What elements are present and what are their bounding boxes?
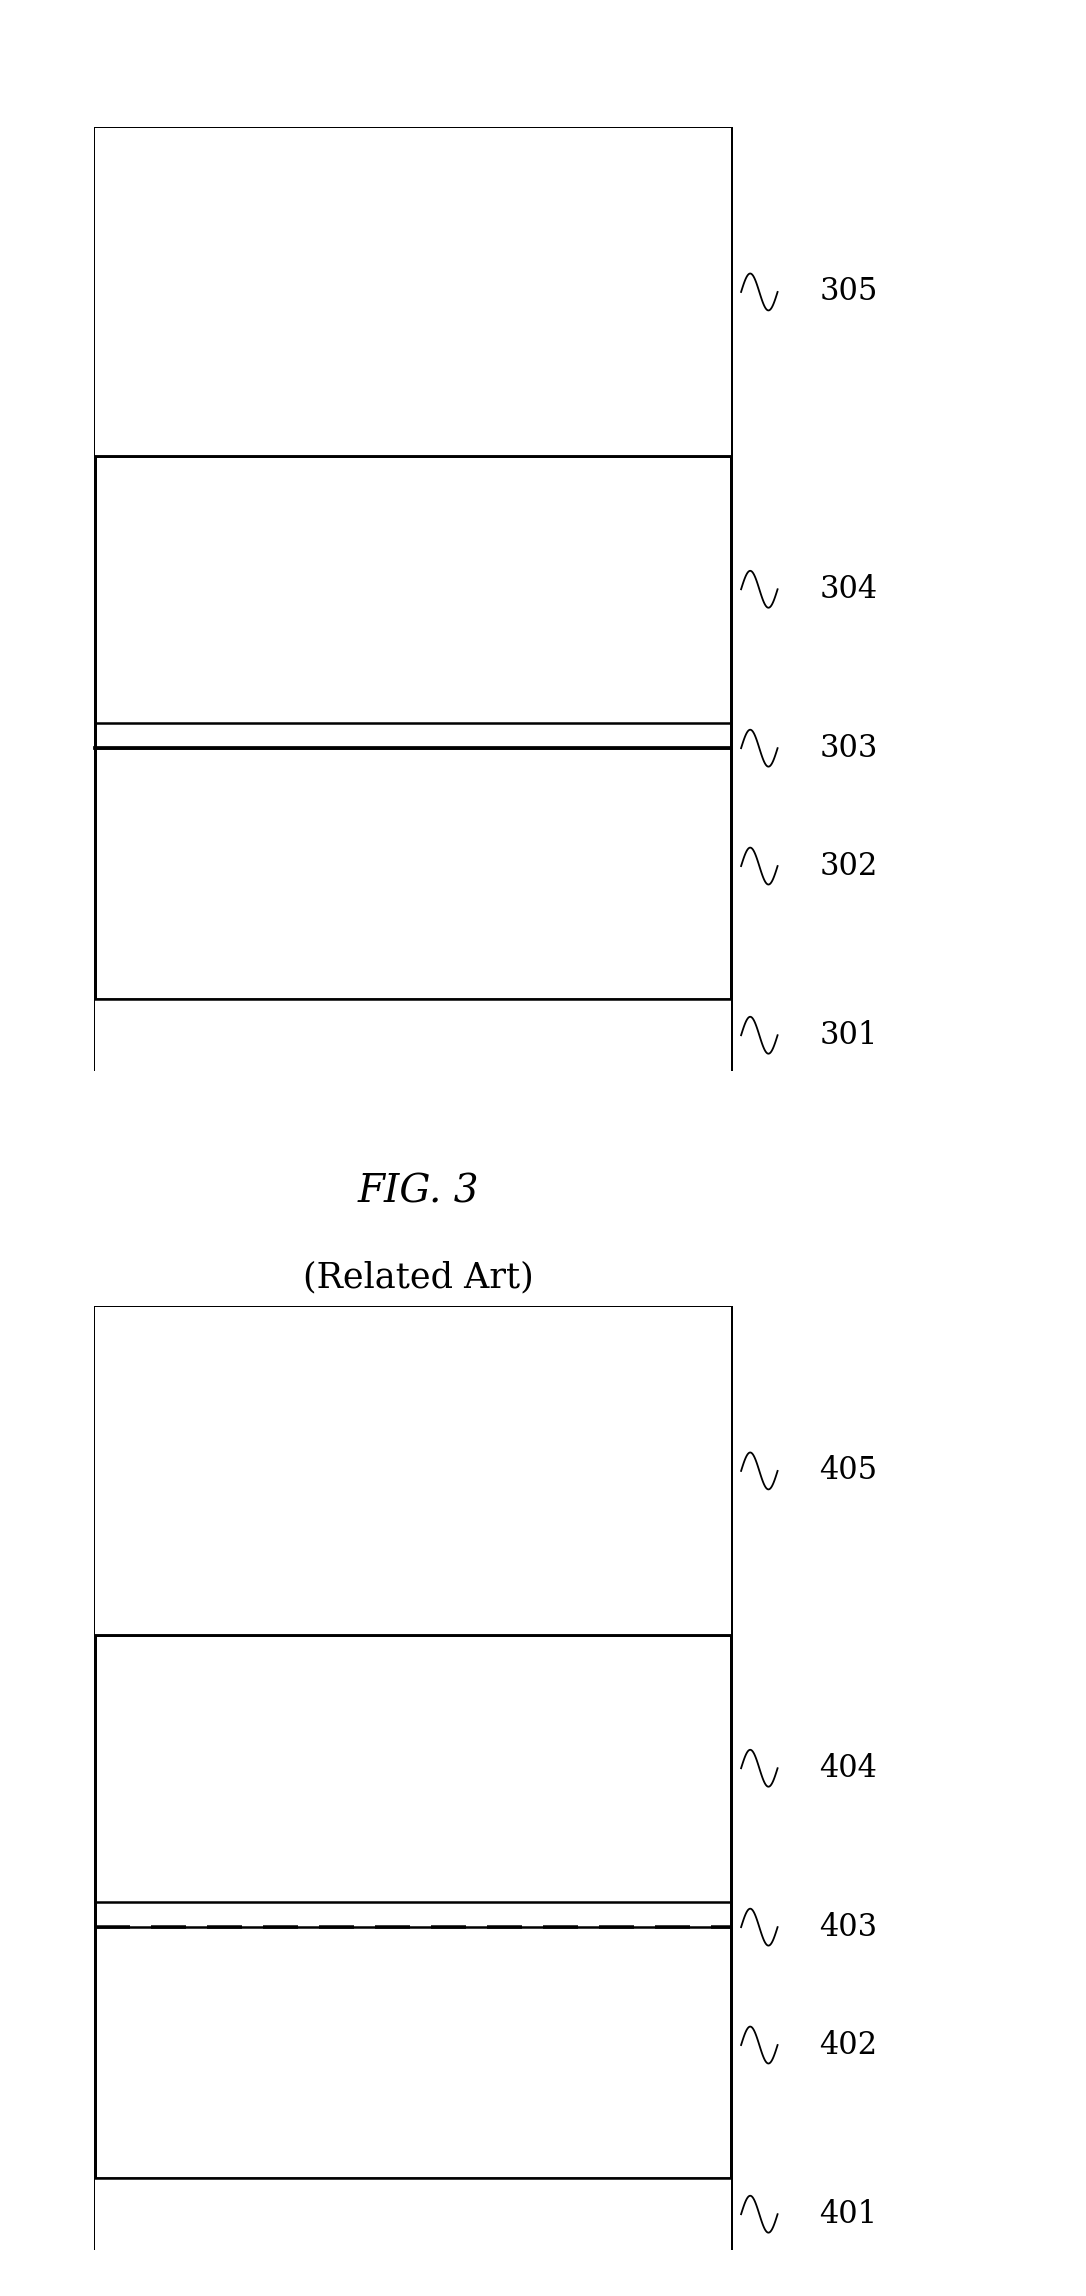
Text: 305: 305 [819, 276, 877, 308]
Text: 403: 403 [819, 1913, 877, 1942]
Bar [94, 999, 731, 1072]
Text: 401: 401 [819, 2200, 877, 2229]
Bar [94, 129, 731, 457]
Bar [94, 129, 731, 457]
Text: (Related Art): (Related Art) [303, 1261, 533, 1295]
Bar [94, 129, 731, 1072]
Text: 303: 303 [819, 732, 877, 765]
Text: 304: 304 [819, 574, 877, 604]
Bar [94, 1306, 731, 2250]
Text: 405: 405 [819, 1456, 877, 1486]
Bar [94, 2179, 731, 2250]
Bar [94, 1306, 731, 1635]
Bar [94, 1306, 731, 1635]
Text: 402: 402 [819, 2030, 877, 2060]
Text: 301: 301 [819, 1019, 877, 1052]
Text: 302: 302 [819, 850, 877, 882]
Text: 404: 404 [819, 1752, 877, 1784]
Text: FIG. 3: FIG. 3 [357, 1173, 479, 1210]
Bar [94, 999, 731, 1072]
Bar [94, 2179, 731, 2250]
